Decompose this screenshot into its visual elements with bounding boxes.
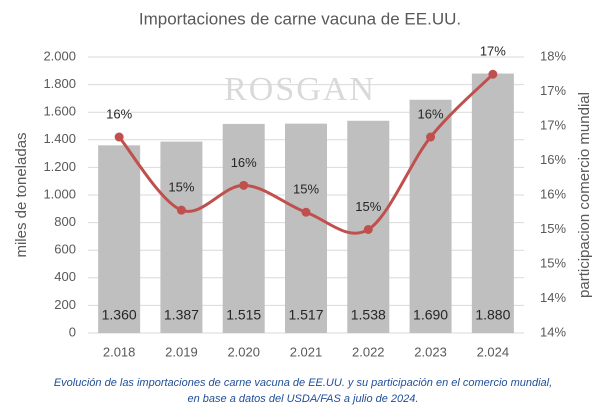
line-marker xyxy=(114,132,124,142)
x-tick-label: 2.019 xyxy=(165,344,198,359)
bar-value-label: 1.517 xyxy=(288,307,323,323)
bar xyxy=(285,123,327,334)
x-tick-label: 2.023 xyxy=(414,344,447,359)
line-marker xyxy=(488,69,498,79)
y2-tick-label: 16% xyxy=(540,186,566,201)
line-marker xyxy=(301,207,311,217)
y2-tick-label: 14% xyxy=(540,324,566,339)
bar-value-label: 1.538 xyxy=(351,307,386,323)
line-marker xyxy=(239,180,249,190)
bar xyxy=(222,123,265,334)
line-value-label: 16% xyxy=(106,106,132,121)
chart-title: Importaciones de carne vacuna de EE.UU. xyxy=(139,9,461,28)
line-value-label: 15% xyxy=(168,180,194,195)
line-marker xyxy=(363,225,373,234)
y-tick-label: 1.800 xyxy=(43,76,76,91)
y-tick-label: 800 xyxy=(54,214,76,229)
y-tick-label: 600 xyxy=(54,242,76,257)
x-tick-label: 2.018 xyxy=(103,344,136,359)
y2-tick-label: 15% xyxy=(540,221,566,236)
y-tick-label: 2.000 xyxy=(43,48,76,63)
y-tick-label: 1.400 xyxy=(43,131,76,146)
line-marker xyxy=(176,205,186,215)
y2-tick-label: 15% xyxy=(540,255,566,270)
y-tick-label: 0 xyxy=(69,324,76,339)
bar-value-label: 1.880 xyxy=(475,307,510,323)
bar xyxy=(471,73,514,333)
bar-value-label: 1.387 xyxy=(164,307,199,323)
y2-tick-label: 17% xyxy=(540,83,566,98)
caption: en base a datos del USDA/FAS a julio de … xyxy=(188,393,419,405)
x-tick-label: 2.020 xyxy=(227,344,260,359)
y2-tick-label: 16% xyxy=(540,152,566,167)
bar-value-label: 1.360 xyxy=(102,307,137,323)
y-tick-label: 1.200 xyxy=(43,159,76,174)
line-value-label: 17% xyxy=(480,44,506,59)
bar-value-label: 1.515 xyxy=(226,307,261,323)
bar-value-label: 1.690 xyxy=(413,307,448,323)
line-value-label: 16% xyxy=(231,155,257,170)
y-tick-label: 200 xyxy=(54,297,76,312)
y2-tick-label: 17% xyxy=(540,117,566,132)
x-tick-label: 2.024 xyxy=(477,344,510,359)
caption: Evolución de las importaciones de carne … xyxy=(54,377,552,389)
y-tick-label: 1.600 xyxy=(43,104,76,119)
line-value-label: 16% xyxy=(418,106,444,121)
y-tick-label: 400 xyxy=(54,269,76,284)
x-tick-label: 2.021 xyxy=(290,344,323,359)
y2-tick-label: 18% xyxy=(540,48,566,63)
y2-tick-label: 14% xyxy=(540,290,566,305)
y-axis-title: miles de toneladas xyxy=(13,132,30,257)
line-marker xyxy=(426,132,436,142)
watermark: ROSGAN xyxy=(224,71,376,108)
bar xyxy=(98,145,141,333)
x-tick-label: 2.022 xyxy=(352,344,385,359)
line-value-label: 15% xyxy=(355,199,381,214)
line-value-label: 15% xyxy=(293,182,319,197)
y2-axis-title: participacion comercio mundial xyxy=(576,92,593,298)
y-tick-label: 1.000 xyxy=(43,186,76,201)
bar xyxy=(160,141,203,333)
